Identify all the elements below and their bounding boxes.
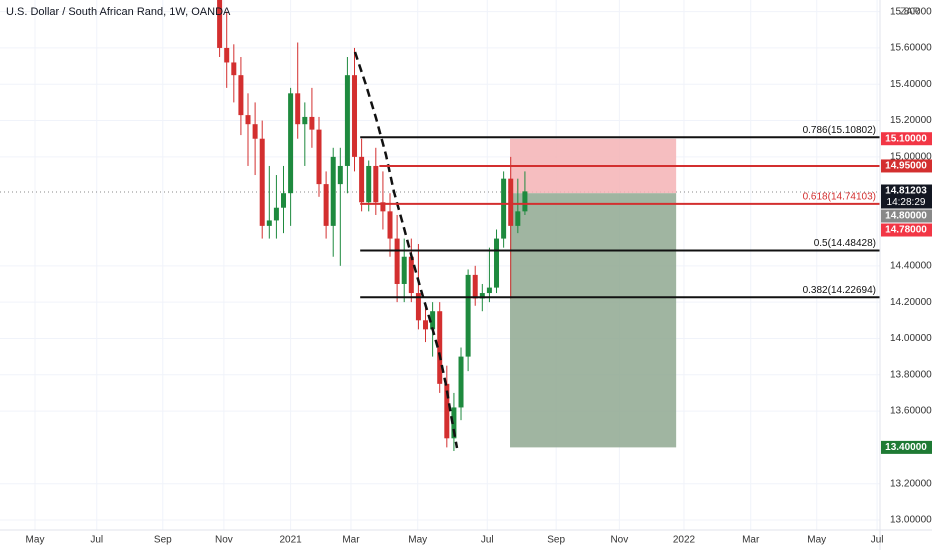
y-tick-label: 13.80000 <box>890 369 932 380</box>
candle-body <box>302 116 308 125</box>
x-tick-label: Nov <box>610 535 628 546</box>
candle-body <box>224 47 230 63</box>
x-tick-label: 2022 <box>673 535 696 546</box>
candle-body <box>415 293 421 321</box>
candle-body <box>380 202 386 212</box>
candle-body <box>266 220 272 226</box>
target-zone <box>510 193 677 448</box>
candle-body <box>472 274 478 299</box>
candle-body <box>359 156 365 203</box>
candle-body <box>408 256 414 294</box>
candle-body <box>373 165 379 203</box>
candle-body <box>486 287 492 294</box>
y-tick-label: 15.00000 <box>890 152 932 163</box>
level-label: 0.786(15.10802) <box>803 125 876 136</box>
y-tick-label: 14.20000 <box>890 297 932 308</box>
candle-body <box>281 193 287 208</box>
candle-body <box>366 165 372 203</box>
candle-body <box>394 238 400 284</box>
candle-body <box>344 75 350 166</box>
y-tick-label: 14.40000 <box>890 260 932 271</box>
price-tag-label: 14.81203 <box>885 186 927 197</box>
price-tag-label: 15.10000 <box>885 133 927 144</box>
price-tag-label: 14.80000 <box>885 211 927 222</box>
candle-body <box>273 207 279 221</box>
candle-body <box>217 0 223 48</box>
candle-body <box>401 256 407 284</box>
x-tick-label: May <box>807 535 826 546</box>
candle-body <box>295 93 301 125</box>
candle-body <box>437 311 443 384</box>
x-tick-label: Nov <box>215 535 233 546</box>
countdown: 14:28:29 <box>887 197 926 208</box>
price-tag <box>881 440 932 454</box>
price-tag <box>881 184 932 209</box>
price-tag-label: 13.40000 <box>885 442 927 453</box>
candle-body <box>479 293 485 299</box>
candle-body <box>451 407 457 439</box>
x-tick-label: May <box>26 535 45 546</box>
candle-body <box>245 115 251 125</box>
y-tick-label: 14.00000 <box>890 333 932 344</box>
x-tick-label: Mar <box>342 535 360 546</box>
candle-body <box>430 311 436 330</box>
price-tag <box>881 209 932 223</box>
candle-body <box>316 129 322 185</box>
y-tick-label: 13.20000 <box>890 478 932 489</box>
y-tick-label: 15.60000 <box>890 43 932 54</box>
y-tick-label: 15.80000 <box>890 6 932 17</box>
candle-body <box>323 184 329 226</box>
candle-body <box>238 75 244 116</box>
x-tick-label: Jul <box>481 535 494 546</box>
candle-body <box>465 274 471 357</box>
x-tick-label: Mar <box>742 535 760 546</box>
price-tag <box>881 159 932 173</box>
candle-body <box>387 211 393 239</box>
candle-body <box>259 138 265 226</box>
y-tick-label: 15.40000 <box>890 79 932 90</box>
candle-body <box>522 191 528 212</box>
candle-body <box>252 124 258 139</box>
y-tick-label: 13.00000 <box>890 515 932 526</box>
level-label: 0.618(14.74103) <box>803 192 876 203</box>
x-tick-label: Sep <box>547 535 565 546</box>
candle-body <box>352 75 358 157</box>
candle-body <box>330 156 336 226</box>
candle-body <box>423 320 429 330</box>
level-label: 0.5(14.48428) <box>814 238 876 249</box>
candle-body <box>515 211 521 226</box>
candle-body <box>337 165 343 185</box>
candle-body <box>444 383 450 439</box>
currency: ZAR <box>900 7 920 18</box>
y-tick-label: 13.60000 <box>890 406 932 417</box>
x-tick-label: May <box>408 535 427 546</box>
candle-body <box>508 178 514 226</box>
x-tick-label: 2021 <box>279 535 302 546</box>
x-tick-label: Sep <box>154 535 172 546</box>
x-tick-label: Jul <box>90 535 103 546</box>
price-tag-label: 14.95000 <box>885 161 927 172</box>
symbol-title: U.S. Dollar / South African Rand, 1W, OA… <box>6 6 231 18</box>
level-label: 0.382(14.22694) <box>803 285 876 296</box>
trend-drawing <box>353 51 459 449</box>
candle-body <box>231 62 237 76</box>
y-tick-label: 15.20000 <box>890 115 932 126</box>
x-tick-label: Jul <box>871 535 884 546</box>
candle-body <box>458 356 464 408</box>
candle-body <box>288 93 294 194</box>
price-tag <box>881 132 932 146</box>
candle-body <box>309 116 315 130</box>
candle-body <box>501 178 507 239</box>
price-tag-label: 14.78000 <box>885 225 927 236</box>
price-tag <box>881 223 932 237</box>
candle-body <box>494 238 500 288</box>
